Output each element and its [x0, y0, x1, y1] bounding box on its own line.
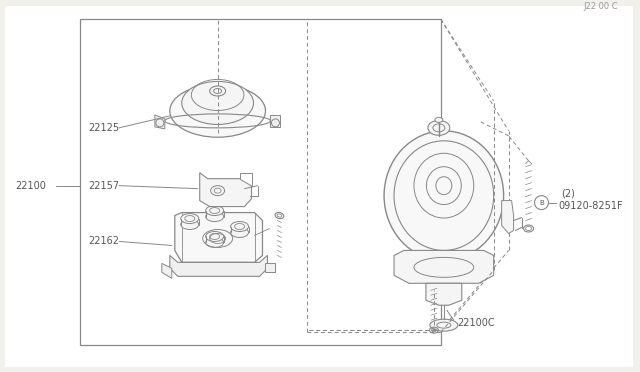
Text: 22100: 22100: [15, 181, 46, 191]
Polygon shape: [175, 212, 262, 262]
Text: J22 00 C: J22 00 C: [584, 2, 618, 11]
Ellipse shape: [430, 319, 458, 331]
Text: 22157: 22157: [88, 181, 119, 191]
Polygon shape: [271, 115, 280, 127]
Text: 09120-8251F: 09120-8251F: [559, 201, 623, 211]
Ellipse shape: [428, 121, 450, 135]
Ellipse shape: [384, 131, 504, 260]
Text: 22100C: 22100C: [457, 318, 495, 328]
Ellipse shape: [180, 214, 198, 224]
Polygon shape: [170, 256, 268, 276]
Text: 22162: 22162: [88, 237, 119, 247]
Text: B: B: [539, 200, 544, 206]
Ellipse shape: [205, 231, 223, 241]
Polygon shape: [239, 173, 252, 186]
Ellipse shape: [205, 206, 223, 215]
Polygon shape: [200, 173, 252, 206]
Ellipse shape: [205, 212, 223, 222]
Polygon shape: [266, 263, 275, 272]
Polygon shape: [394, 250, 493, 283]
Ellipse shape: [182, 81, 253, 125]
Ellipse shape: [230, 222, 248, 231]
Polygon shape: [426, 283, 462, 305]
Ellipse shape: [230, 228, 248, 237]
Text: 22125: 22125: [88, 123, 119, 133]
Polygon shape: [162, 263, 172, 278]
Ellipse shape: [170, 84, 266, 137]
Ellipse shape: [205, 237, 223, 247]
Polygon shape: [155, 115, 165, 129]
Ellipse shape: [180, 219, 198, 230]
Text: (2): (2): [561, 189, 575, 199]
Bar: [80, 19, 441, 345]
Ellipse shape: [435, 118, 443, 122]
Polygon shape: [502, 201, 514, 234]
